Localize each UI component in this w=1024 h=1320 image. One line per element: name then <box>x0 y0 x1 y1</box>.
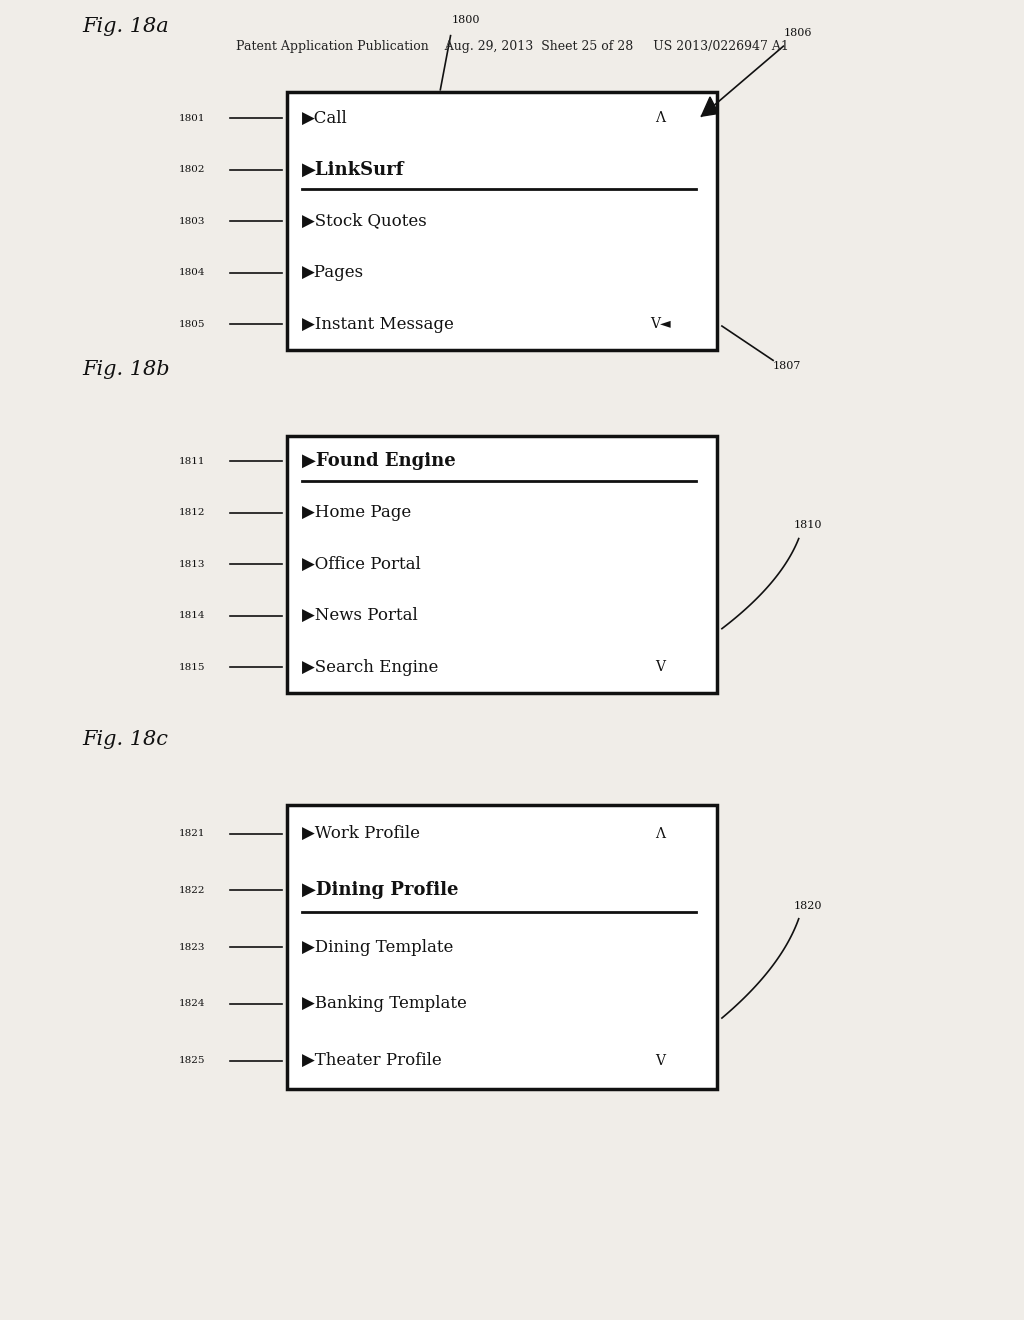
Text: 1812: 1812 <box>179 508 206 517</box>
Text: 1806: 1806 <box>783 28 812 38</box>
Text: 1802: 1802 <box>179 165 206 174</box>
Text: ▶Stock Quotes: ▶Stock Quotes <box>302 213 427 230</box>
FancyBboxPatch shape <box>287 436 717 693</box>
Text: 1803: 1803 <box>179 216 206 226</box>
Text: 1804: 1804 <box>179 268 206 277</box>
Text: 1824: 1824 <box>179 999 206 1008</box>
Text: 1811: 1811 <box>179 457 206 466</box>
Text: ▶Home Page: ▶Home Page <box>302 504 412 521</box>
Polygon shape <box>701 96 719 116</box>
Text: ▶Pages: ▶Pages <box>302 264 365 281</box>
Text: 1805: 1805 <box>179 319 206 329</box>
Text: ▶Found Engine: ▶Found Engine <box>302 453 456 470</box>
Text: ▶Theater Profile: ▶Theater Profile <box>302 1052 441 1069</box>
Text: 1825: 1825 <box>179 1056 206 1065</box>
Text: ▶Banking Template: ▶Banking Template <box>302 995 467 1012</box>
Text: V: V <box>655 660 666 675</box>
Text: 1821: 1821 <box>179 829 206 838</box>
Text: V: V <box>655 1053 666 1068</box>
Text: ▶News Portal: ▶News Portal <box>302 607 418 624</box>
Text: 1800: 1800 <box>452 15 480 25</box>
Text: ▶Search Engine: ▶Search Engine <box>302 659 438 676</box>
Text: V◄: V◄ <box>650 317 671 331</box>
Text: Fig. 18c: Fig. 18c <box>82 730 168 748</box>
FancyBboxPatch shape <box>287 805 717 1089</box>
Text: ▶Office Portal: ▶Office Portal <box>302 556 421 573</box>
Text: 1820: 1820 <box>794 900 822 911</box>
FancyBboxPatch shape <box>287 92 717 350</box>
Text: 1801: 1801 <box>179 114 206 123</box>
Text: Patent Application Publication    Aug. 29, 2013  Sheet 25 of 28     US 2013/0226: Patent Application Publication Aug. 29, … <box>236 40 788 53</box>
Text: 1810: 1810 <box>794 520 822 531</box>
Text: Fig. 18b: Fig. 18b <box>82 360 170 379</box>
Text: ▶Instant Message: ▶Instant Message <box>302 315 454 333</box>
Text: 1814: 1814 <box>179 611 206 620</box>
Text: ▶Dining Template: ▶Dining Template <box>302 939 454 956</box>
Text: ▶Dining Profile: ▶Dining Profile <box>302 882 459 899</box>
Text: Fig. 18a: Fig. 18a <box>82 17 169 36</box>
Text: 1813: 1813 <box>179 560 206 569</box>
Text: ▶Call: ▶Call <box>302 110 348 127</box>
Text: 1807: 1807 <box>773 360 802 371</box>
Text: ▶LinkSurf: ▶LinkSurf <box>302 161 404 178</box>
Text: Λ: Λ <box>655 826 666 841</box>
Text: Λ: Λ <box>655 111 666 125</box>
Text: ▶Work Profile: ▶Work Profile <box>302 825 420 842</box>
Text: 1822: 1822 <box>179 886 206 895</box>
Text: 1823: 1823 <box>179 942 206 952</box>
Text: 1815: 1815 <box>179 663 206 672</box>
